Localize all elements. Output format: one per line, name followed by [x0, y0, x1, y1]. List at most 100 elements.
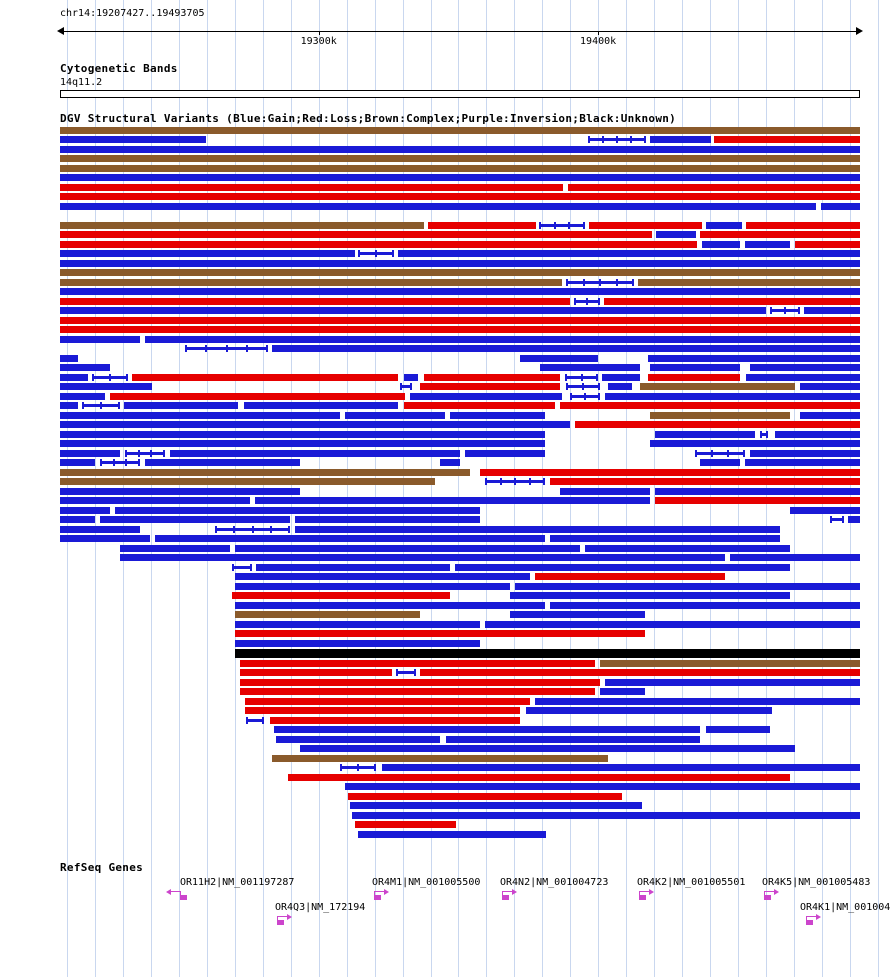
variant-bar[interactable]	[424, 374, 560, 381]
variant-bar[interactable]	[795, 241, 860, 248]
variant-bar[interactable]	[345, 783, 860, 790]
variant-bar[interactable]	[510, 592, 790, 599]
variant-bar[interactable]	[510, 611, 645, 618]
variant-bar[interactable]	[650, 440, 860, 447]
variant-bar[interactable]	[240, 679, 600, 686]
variant-bar[interactable]	[706, 726, 770, 733]
variant-bar-thin[interactable]	[539, 224, 585, 227]
variant-bar[interactable]	[345, 412, 445, 419]
variant-bar[interactable]	[235, 640, 480, 647]
variant-bar[interactable]	[60, 241, 697, 248]
variant-bar[interactable]	[60, 184, 563, 191]
variant-bar[interactable]	[300, 745, 795, 752]
variant-bar-thin[interactable]	[695, 452, 745, 455]
variant-bar[interactable]	[714, 136, 860, 143]
gene-label[interactable]: OR4K1|NM_001004	[800, 902, 890, 913]
variant-bar-thin[interactable]	[396, 671, 416, 674]
gene-marker-line[interactable]	[639, 891, 649, 892]
variant-bar[interactable]	[750, 364, 860, 371]
variant-bar[interactable]	[60, 193, 860, 200]
variant-bar[interactable]	[60, 402, 78, 409]
gene-marker-line[interactable]	[180, 891, 181, 896]
variant-bar[interactable]	[350, 802, 642, 809]
variant-bar[interactable]	[550, 478, 860, 485]
variant-bar[interactable]	[450, 412, 545, 419]
variant-bar[interactable]	[60, 364, 110, 371]
variant-bar[interactable]	[60, 459, 95, 466]
variant-bar[interactable]	[235, 649, 860, 658]
variant-bar[interactable]	[60, 516, 95, 523]
variant-bar[interactable]	[455, 564, 790, 571]
variant-bar[interactable]	[132, 374, 398, 381]
variant-bar[interactable]	[600, 660, 860, 667]
variant-bar[interactable]	[358, 831, 546, 838]
variant-bar[interactable]	[60, 412, 340, 419]
variant-bar[interactable]	[650, 136, 711, 143]
variant-bar[interactable]	[604, 298, 860, 305]
variant-bar[interactable]	[60, 393, 105, 400]
variant-bar[interactable]	[589, 222, 702, 229]
variant-bar[interactable]	[295, 516, 480, 523]
gene-label[interactable]: OR4M1|NM_001005500	[372, 877, 481, 888]
variant-bar[interactable]	[60, 165, 860, 172]
gene-marker-box[interactable]	[180, 895, 187, 900]
variant-bar[interactable]	[515, 583, 860, 590]
variant-bar-thin[interactable]	[830, 518, 844, 521]
gene-marker-box[interactable]	[277, 920, 284, 925]
variant-bar[interactable]	[60, 288, 860, 295]
gene-marker-line[interactable]	[171, 891, 181, 892]
variant-bar[interactable]	[60, 326, 860, 333]
variant-bar[interactable]	[575, 421, 860, 428]
variant-bar[interactable]	[700, 459, 740, 466]
variant-bar[interactable]	[428, 222, 536, 229]
gene-marker-box[interactable]	[502, 895, 509, 900]
variant-bar[interactable]	[155, 535, 545, 542]
gene-label[interactable]: OR4N2|NM_001004723	[500, 877, 609, 888]
variant-bar[interactable]	[60, 478, 435, 485]
variant-bar[interactable]	[640, 383, 795, 390]
variant-bar[interactable]	[420, 669, 860, 676]
variant-bar[interactable]	[120, 545, 230, 552]
variant-bar[interactable]	[255, 497, 650, 504]
variant-bar[interactable]	[60, 203, 816, 210]
variant-bar[interactable]	[145, 459, 300, 466]
variant-bar[interactable]	[60, 174, 860, 181]
variant-bar[interactable]	[706, 222, 742, 229]
variant-bar[interactable]	[60, 336, 140, 343]
gene-marker-line[interactable]	[639, 891, 640, 896]
variant-bar[interactable]	[235, 545, 580, 552]
variant-bar[interactable]	[602, 374, 640, 381]
variant-bar[interactable]	[60, 535, 150, 542]
variant-bar[interactable]	[700, 231, 860, 238]
variant-bar[interactable]	[272, 345, 860, 352]
variant-bar[interactable]	[60, 507, 110, 514]
variant-bar[interactable]	[526, 707, 772, 714]
variant-bar-thin[interactable]	[100, 461, 140, 464]
variant-bar[interactable]	[560, 488, 650, 495]
variant-bar[interactable]	[398, 250, 860, 257]
variant-bar[interactable]	[120, 554, 725, 561]
variant-bar[interactable]	[60, 231, 652, 238]
ruler-line[interactable]	[63, 31, 857, 32]
variant-bar[interactable]	[480, 469, 860, 476]
variant-bar[interactable]	[60, 355, 78, 362]
variant-bar[interactable]	[245, 707, 520, 714]
gene-marker-line[interactable]	[374, 891, 375, 896]
variant-bar[interactable]	[540, 364, 640, 371]
gene-label[interactable]: OR4K2|NM_001005501	[637, 877, 746, 888]
variant-bar[interactable]	[655, 497, 860, 504]
variant-bar[interactable]	[655, 488, 860, 495]
variant-bar[interactable]	[295, 526, 780, 533]
variant-bar[interactable]	[605, 393, 860, 400]
variant-bar[interactable]	[110, 393, 405, 400]
variant-bar-thin[interactable]	[232, 566, 252, 569]
variant-bar[interactable]	[352, 812, 860, 819]
variant-bar[interactable]	[848, 516, 860, 523]
variant-bar[interactable]	[60, 469, 470, 476]
variant-bar[interactable]	[656, 231, 696, 238]
variant-bar[interactable]	[60, 440, 545, 447]
variant-bar[interactable]	[60, 298, 570, 305]
variant-bar[interactable]	[100, 516, 290, 523]
variant-bar[interactable]	[235, 573, 530, 580]
variant-bar[interactable]	[244, 402, 398, 409]
